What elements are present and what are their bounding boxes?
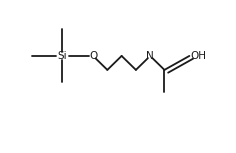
- Text: N: N: [146, 51, 154, 61]
- Text: O: O: [89, 51, 97, 61]
- Text: OH: OH: [190, 51, 206, 61]
- Text: Si: Si: [58, 51, 67, 61]
